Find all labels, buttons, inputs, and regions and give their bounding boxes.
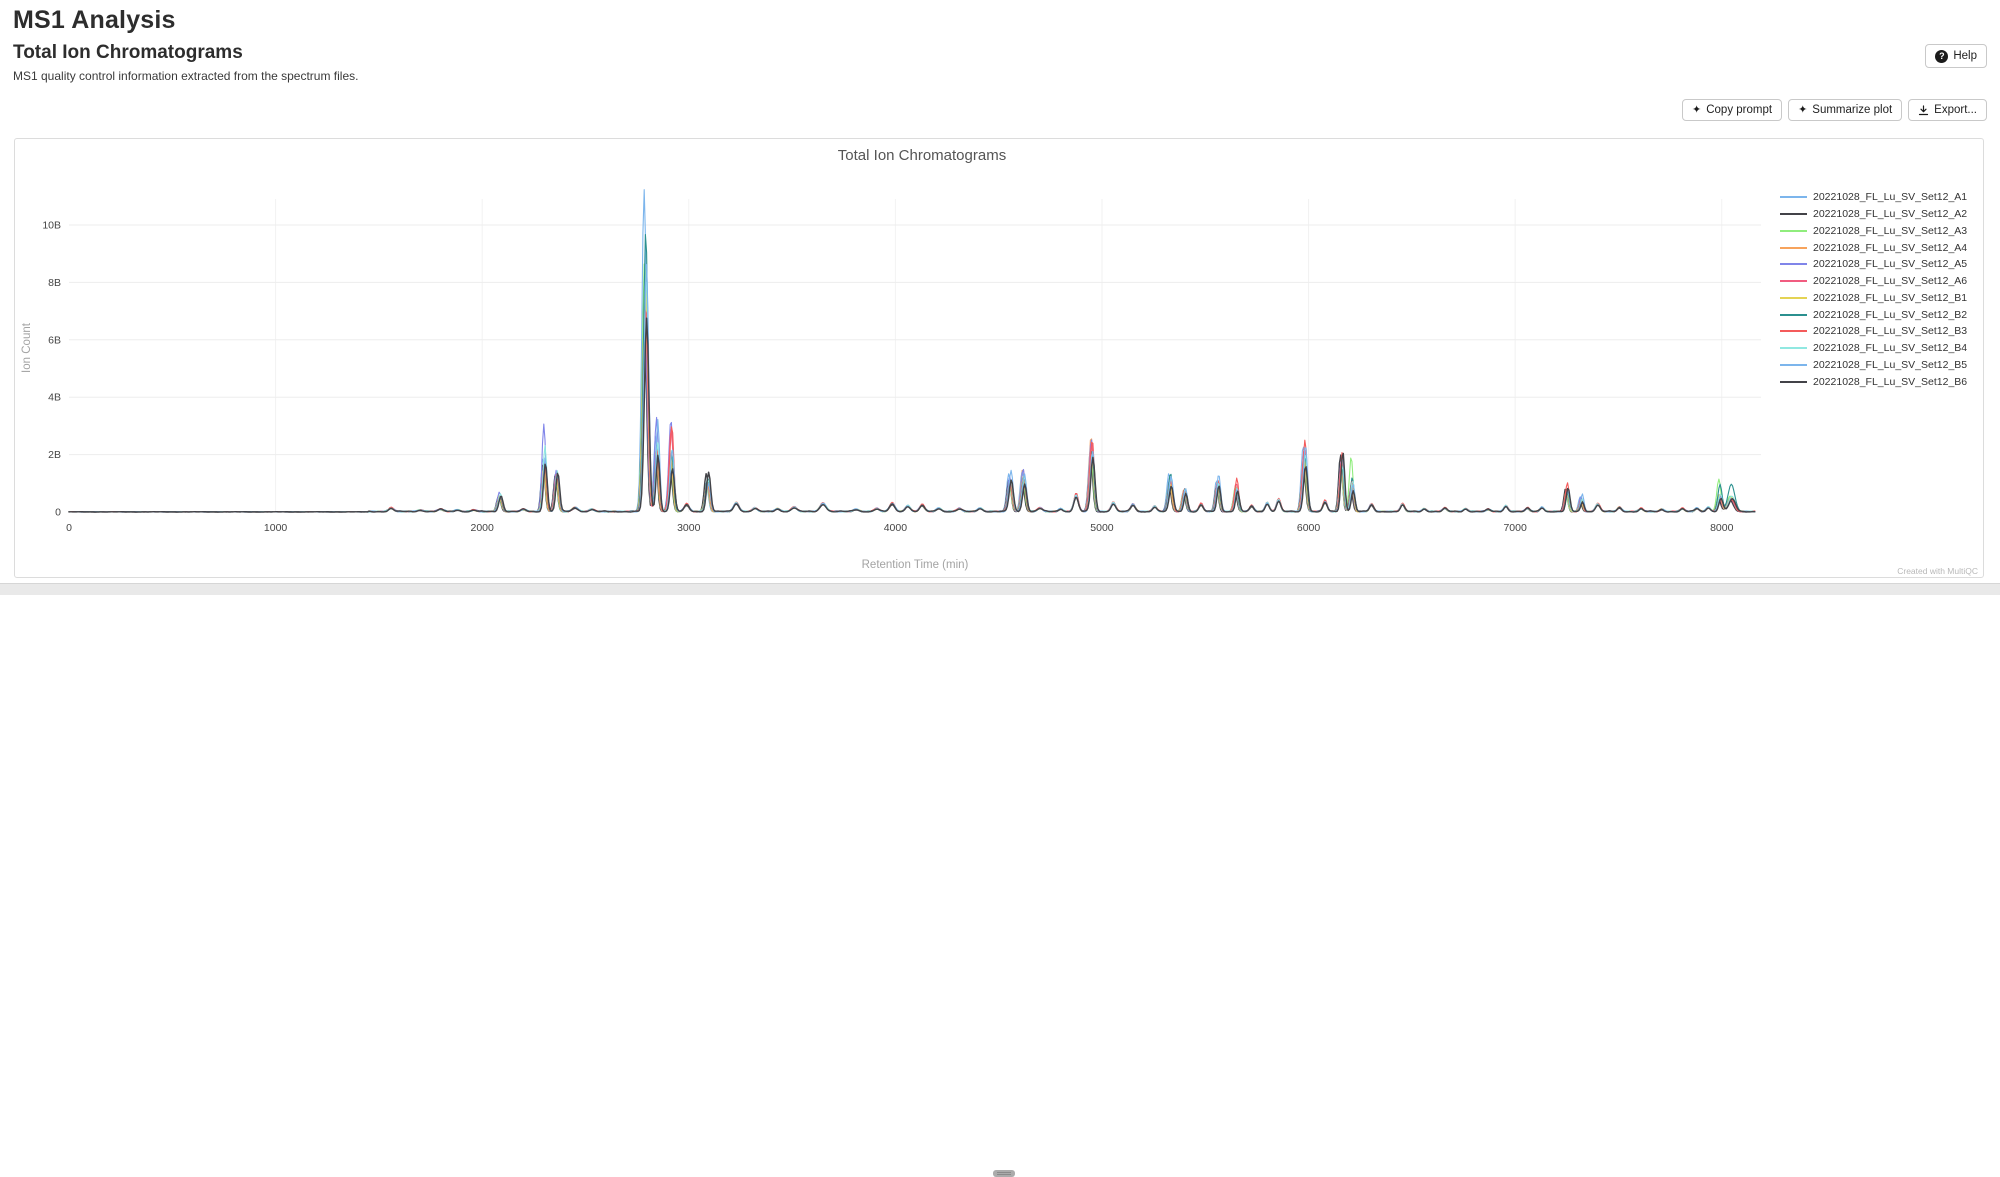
question-circle-icon: ? — [1935, 49, 1949, 63]
legend-label: 20221028_FL_Lu_SV_Set12_A3 — [1813, 224, 1968, 237]
series-line-20221028_FL_Lu_SV_Set12_B5[interactable] — [68, 264, 1756, 513]
legend-swatch — [1780, 263, 1807, 266]
summarize-plot-button[interactable]: ✦ Summarize plot — [1788, 99, 1903, 121]
legend-label: 20221028_FL_Lu_SV_Set12_A2 — [1813, 208, 1968, 221]
sparkle-icon: ✦ — [1692, 103, 1702, 116]
legend-label: 20221028_FL_Lu_SV_Set12_A5 — [1813, 258, 1968, 271]
legend-item[interactable]: 20221028_FL_Lu_SV_Set12_A1 — [1780, 189, 1980, 206]
legend-swatch — [1780, 280, 1807, 283]
plot-toolbar: ✦ Copy prompt ✦ Summarize plot Export... — [1682, 99, 1987, 121]
x-tick-label: 1000 — [264, 522, 288, 534]
legend-swatch — [1780, 229, 1807, 232]
legend-swatch — [1780, 296, 1807, 299]
x-tick-label: 2000 — [471, 522, 495, 534]
legend-swatch — [1780, 363, 1807, 366]
copy-prompt-label: Copy prompt — [1706, 104, 1773, 116]
chart-legend: 20221028_FL_Lu_SV_Set12_A1 20221028_FL_Lu… — [1780, 189, 1980, 390]
legend-swatch — [1780, 330, 1807, 333]
series-line-20221028_FL_Lu_SV_Set12_A2[interactable] — [68, 323, 1756, 513]
download-icon — [1919, 104, 1929, 115]
legend-item[interactable]: 20221028_FL_Lu_SV_Set12_B2 — [1780, 306, 1980, 323]
legend-swatch — [1780, 347, 1807, 350]
x-tick-label: 3000 — [677, 522, 701, 534]
legend-label: 20221028_FL_Lu_SV_Set12_B2 — [1813, 308, 1968, 321]
legend-swatch — [1780, 196, 1807, 199]
legend-label: 20221028_FL_Lu_SV_Set12_B5 — [1813, 358, 1968, 371]
help-button[interactable]: ? Help — [1925, 44, 1987, 68]
y-tick-label: 6B — [48, 334, 61, 346]
sparkle-icon: ✦ — [1798, 103, 1808, 116]
horizontal-scrollbar-thumb[interactable] — [993, 1170, 1015, 1177]
horizontal-scrollbar-track[interactable] — [0, 583, 2000, 1177]
x-axis-title: Retention Time (min) — [861, 559, 969, 571]
y-axis-title: Ion Count — [21, 323, 33, 373]
summarize-plot-label: Summarize plot — [1812, 104, 1893, 116]
copy-prompt-button[interactable]: ✦ Copy prompt — [1682, 99, 1783, 121]
export-label: Export... — [1934, 104, 1977, 116]
series-line-20221028_FL_Lu_SV_Set12_B3[interactable] — [68, 310, 1756, 513]
legend-label: 20221028_FL_Lu_SV_Set12_A4 — [1813, 241, 1968, 254]
y-tick-label: 2B — [48, 449, 61, 461]
legend-item[interactable]: 20221028_FL_Lu_SV_Set12_A5 — [1780, 256, 1980, 273]
legend-label: 20221028_FL_Lu_SV_Set12_B4 — [1813, 342, 1968, 355]
series-line-20221028_FL_Lu_SV_Set12_B1[interactable] — [68, 286, 1756, 513]
legend-label: 20221028_FL_Lu_SV_Set12_B1 — [1813, 291, 1968, 304]
series-line-20221028_FL_Lu_SV_Set12_A3[interactable] — [68, 263, 1756, 513]
legend-item[interactable]: 20221028_FL_Lu_SV_Set12_B4 — [1780, 340, 1980, 357]
x-tick-label: 6000 — [1297, 522, 1321, 534]
legend-item[interactable]: 20221028_FL_Lu_SV_Set12_A4 — [1780, 239, 1980, 256]
x-tick-label: 0 — [66, 522, 72, 534]
legend-label: 20221028_FL_Lu_SV_Set12_A1 — [1813, 191, 1968, 204]
x-tick-label: 4000 — [884, 522, 908, 534]
y-tick-label: 8B — [48, 277, 61, 289]
section-title: Total Ion Chromatograms — [13, 42, 243, 63]
legend-item[interactable]: 20221028_FL_Lu_SV_Set12_B3 — [1780, 323, 1980, 340]
legend-item[interactable]: 20221028_FL_Lu_SV_Set12_A3 — [1780, 223, 1980, 240]
legend-item[interactable]: 20221028_FL_Lu_SV_Set12_A2 — [1780, 206, 1980, 223]
section-description: MS1 quality control information extracte… — [13, 69, 359, 83]
chart-title: Total Ion Chromatograms — [837, 147, 1007, 164]
legend-label: 20221028_FL_Lu_SV_Set12_A6 — [1813, 275, 1968, 288]
y-tick-label: 4B — [48, 392, 61, 404]
legend-swatch — [1780, 213, 1807, 216]
chromatogram-plot-card: 0 1000 2000 3000 4000 5000 6000 7000 8000 0 2B 4B 6B… — [14, 138, 1984, 578]
x-tick-label: 5000 — [1090, 522, 1114, 534]
series-line-20221028_FL_Lu_SV_Set12_A1[interactable] — [68, 189, 1756, 513]
legend-swatch — [1780, 380, 1807, 383]
y-tick-label: 10B — [42, 220, 61, 232]
x-tick-label: 8000 — [1710, 522, 1734, 534]
legend-swatch — [1780, 246, 1807, 249]
series-line-20221028_FL_Lu_SV_Set12_A5[interactable] — [68, 340, 1756, 513]
legend-swatch — [1780, 313, 1807, 316]
multiqc-watermark: Created with MultiQC — [1897, 566, 1978, 576]
page-title: MS1 Analysis — [13, 6, 176, 34]
legend-item[interactable]: 20221028_FL_Lu_SV_Set12_B5 — [1780, 357, 1980, 374]
legend-item[interactable]: 20221028_FL_Lu_SV_Set12_B1 — [1780, 290, 1980, 307]
series-line-20221028_FL_Lu_SV_Set12_A4[interactable] — [68, 301, 1756, 513]
tic-line-chart[interactable]: 0 1000 2000 3000 4000 5000 6000 7000 8000 0 2B 4B 6B… — [15, 139, 1983, 577]
legend-label: 20221028_FL_Lu_SV_Set12_B3 — [1813, 325, 1968, 338]
y-tick-label: 0 — [55, 507, 61, 519]
series-line-20221028_FL_Lu_SV_Set12_B6[interactable] — [68, 317, 1756, 513]
legend-item[interactable]: 20221028_FL_Lu_SV_Set12_A6 — [1780, 273, 1980, 290]
x-tick-label: 7000 — [1503, 522, 1527, 534]
help-button-label: Help — [1953, 50, 1977, 62]
series-line-20221028_FL_Lu_SV_Set12_B2[interactable] — [68, 233, 1756, 513]
legend-label: 20221028_FL_Lu_SV_Set12_B6 — [1813, 375, 1968, 388]
export-button[interactable]: Export... — [1908, 99, 1987, 121]
legend-item[interactable]: 20221028_FL_Lu_SV_Set12_B6 — [1780, 373, 1980, 390]
